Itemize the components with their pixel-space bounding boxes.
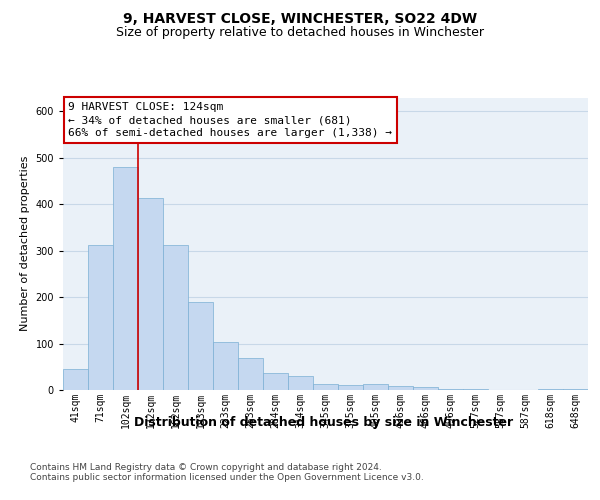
Bar xyxy=(463,389,488,390)
Bar xyxy=(288,376,313,390)
Bar xyxy=(563,389,588,390)
Bar xyxy=(163,244,188,390)
Text: Distribution of detached houses by size in Winchester: Distribution of detached houses by size … xyxy=(134,416,514,429)
Text: 9, HARVEST CLOSE, WINCHESTER, SO22 4DW: 9, HARVEST CLOSE, WINCHESTER, SO22 4DW xyxy=(123,12,477,26)
Bar xyxy=(138,198,163,390)
Bar xyxy=(113,166,138,390)
Bar xyxy=(438,389,463,390)
Bar xyxy=(413,387,438,390)
Bar xyxy=(388,386,413,390)
Bar xyxy=(88,245,113,390)
Text: 9 HARVEST CLOSE: 124sqm
← 34% of detached houses are smaller (681)
66% of semi-d: 9 HARVEST CLOSE: 124sqm ← 34% of detache… xyxy=(68,102,392,139)
Bar xyxy=(538,389,563,390)
Bar xyxy=(188,302,213,390)
Bar xyxy=(63,369,88,390)
Text: Contains HM Land Registry data © Crown copyright and database right 2024.
Contai: Contains HM Land Registry data © Crown c… xyxy=(30,463,424,482)
Bar xyxy=(338,386,363,390)
Bar xyxy=(363,384,388,390)
Bar xyxy=(313,384,338,390)
Y-axis label: Number of detached properties: Number of detached properties xyxy=(20,156,30,332)
Text: Size of property relative to detached houses in Winchester: Size of property relative to detached ho… xyxy=(116,26,484,39)
Bar xyxy=(263,373,288,390)
Bar xyxy=(213,342,238,390)
Bar xyxy=(238,358,263,390)
